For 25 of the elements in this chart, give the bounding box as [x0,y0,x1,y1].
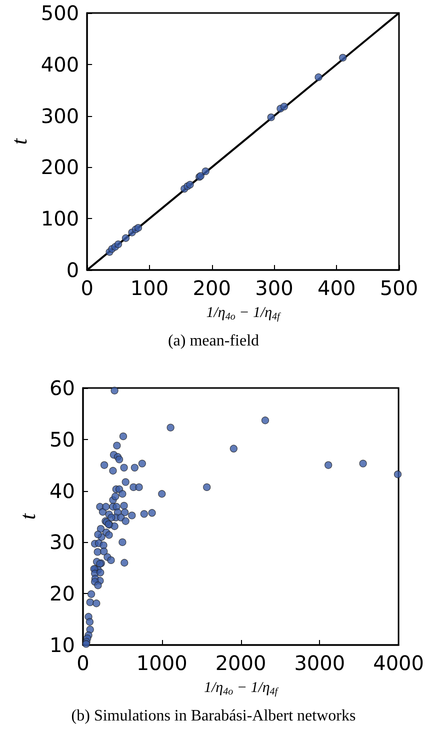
y-tick-label: 20 [50,582,75,606]
x-tick-label: 100 [130,276,169,300]
y-tick-label: 60 [50,376,75,400]
x-tick-label: 1000 [136,651,188,675]
x-tick-label: 500 [380,276,418,300]
y-tick-label: 200 [40,155,80,180]
y-tick-label: 0 [66,258,80,282]
y-tick-label: 500 [40,1,80,25]
y-tick-label: 40 [50,478,75,503]
y-tick-label: 50 [50,427,75,452]
x-tick-label: 200 [192,276,231,300]
x-tick-label: 300 [255,276,294,300]
y-tick-label: 400 [40,52,80,76]
y-axis-title: t [15,512,40,520]
text: (b) Simulations in Barabási-Albert networks [71,708,356,724]
text: (a) mean-field [168,332,260,350]
y-tick-label: 30 [50,530,75,554]
y-axis-title: t [6,138,32,145]
y-tick-label: 100 [40,206,80,231]
x-tick-label: 3000 [294,651,346,675]
y-tick-label: 10 [50,633,75,657]
x-tick-label: 4000 [373,651,424,675]
y-tick-label: 300 [40,104,80,128]
x-tick-label: 2000 [215,651,266,675]
x-tick-label: 400 [318,276,356,300]
